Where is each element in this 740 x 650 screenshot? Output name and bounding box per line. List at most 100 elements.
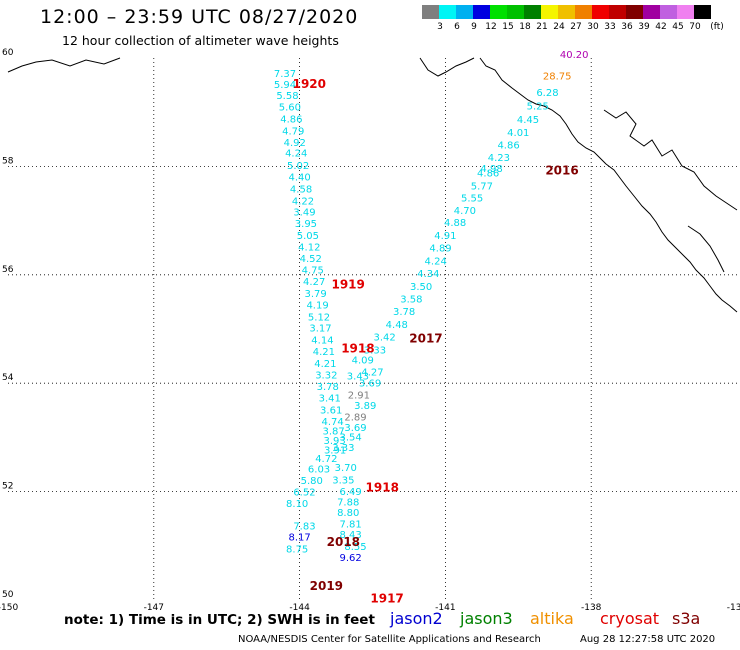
coastline-island bbox=[687, 225, 725, 273]
wave-height-label: 3.95 bbox=[295, 219, 317, 230]
x-tick-label: -150 bbox=[0, 603, 18, 613]
wave-height-label: 3.32 bbox=[315, 370, 337, 381]
wave-height-label: 4.12 bbox=[298, 242, 320, 253]
wave-height-label: 5.12 bbox=[308, 312, 330, 323]
scale-swatch bbox=[422, 5, 439, 19]
scale-label: 39 bbox=[638, 22, 650, 32]
wave-height-label: 3.42 bbox=[374, 332, 396, 343]
wave-height-label: 4.92 bbox=[284, 138, 306, 149]
scale-label: 21 bbox=[536, 22, 548, 32]
wave-height-label: 5.58 bbox=[276, 91, 298, 102]
orbit-label: 2018 bbox=[327, 535, 360, 549]
wave-height-label: 4.86 bbox=[280, 114, 302, 125]
wave-height-label: 5.05 bbox=[297, 231, 319, 242]
y-tick-label: 56 bbox=[2, 265, 14, 275]
wave-height-label: 4.75 bbox=[302, 266, 324, 277]
x-tick-label: -144 bbox=[289, 603, 310, 613]
wave-height-label: 5.60 bbox=[279, 103, 301, 114]
scale-label: 24 bbox=[553, 22, 565, 32]
wave-height-label: 3.78 bbox=[317, 382, 339, 393]
coastline-archipelago bbox=[603, 109, 738, 211]
coastline-north bbox=[419, 57, 475, 77]
wave-height-label: 5.02 bbox=[287, 161, 309, 172]
wave-height-label: 4.01 bbox=[507, 128, 529, 139]
wave-height-label: 3.49 bbox=[293, 208, 315, 219]
wave-height-label: 4.23 bbox=[488, 153, 510, 164]
y-tick-label: 60 bbox=[2, 48, 14, 58]
wave-height-label: 4.24 bbox=[285, 149, 307, 160]
scale-swatch bbox=[592, 5, 609, 19]
wave-height-label: 4.45 bbox=[517, 115, 539, 126]
x-tick-label: -135 bbox=[727, 603, 740, 613]
scale-label: 70 bbox=[689, 22, 701, 32]
wave-height-label: 4.34 bbox=[417, 269, 439, 280]
wave-height-label: 8.10 bbox=[286, 499, 308, 510]
wave-height-label: 3.33 bbox=[364, 345, 386, 356]
legend-cryosat: cryosat bbox=[600, 609, 660, 628]
scale-swatch bbox=[490, 5, 507, 19]
orbit-label: 1919 bbox=[331, 277, 364, 291]
legend-altika: altika bbox=[530, 609, 574, 628]
wave-height-label: 4.14 bbox=[311, 336, 333, 347]
wave-height-label: 4.40 bbox=[288, 172, 310, 183]
wave-height-label: 4.48 bbox=[386, 320, 408, 331]
wave-height-label: 2.89 bbox=[344, 413, 366, 424]
x-tick-label: -147 bbox=[144, 603, 164, 613]
legend-jason2: jason2 bbox=[390, 609, 443, 628]
scale-swatch bbox=[456, 5, 473, 19]
wave-height-label: 3.87 bbox=[322, 427, 344, 438]
scale-swatch bbox=[677, 5, 694, 19]
wave-height-label: 3.35 bbox=[332, 475, 354, 486]
wave-height-label: 8.55 bbox=[344, 542, 366, 553]
x-tick-label: -141 bbox=[435, 603, 455, 613]
timestamp-text: Aug 28 12:27:58 UTC 2020 bbox=[580, 634, 716, 645]
wave-height-label: 3.93 bbox=[323, 436, 345, 447]
wave-height-label: 4.58 bbox=[290, 184, 312, 195]
orbit-label: 1920 bbox=[293, 77, 326, 91]
wave-height-label: 4.89 bbox=[429, 243, 451, 254]
wave-height-label: 4.21 bbox=[314, 359, 336, 370]
wave-height-label: 2.91 bbox=[348, 390, 370, 401]
wave-height-label: 4.22 bbox=[292, 196, 314, 207]
scale-unit: (ft) bbox=[710, 22, 724, 32]
scale-label: 42 bbox=[655, 22, 667, 32]
map-title: 12:00 – 23:59 UTC 08/27/2020 bbox=[40, 6, 359, 28]
orbit-label: 1918 bbox=[341, 341, 374, 355]
scale-swatch bbox=[541, 5, 558, 19]
wave-height-label: 7.37 bbox=[274, 69, 296, 80]
scale-label: 15 bbox=[502, 22, 514, 32]
wave-height-label: 4.24 bbox=[425, 257, 447, 268]
wave-height-label: 3.69 bbox=[359, 378, 381, 389]
legend-s3a: s3a bbox=[672, 609, 701, 628]
scale-swatch bbox=[694, 5, 711, 19]
wave-height-label: 3.54 bbox=[339, 433, 361, 444]
scale-swatch bbox=[626, 5, 643, 19]
wave-height-label: 4.70 bbox=[454, 206, 476, 217]
scale-swatch bbox=[507, 5, 524, 19]
wave-height-label: 3.41 bbox=[319, 394, 341, 405]
wave-height-label: 6.28 bbox=[536, 88, 558, 99]
y-tick-label: 54 bbox=[2, 373, 14, 383]
wave-height-label: 4.91 bbox=[434, 231, 456, 242]
wave-height-label: 3.50 bbox=[410, 282, 432, 293]
wave-height-label: 4.27 bbox=[361, 368, 383, 379]
wave-height-label: 3.70 bbox=[335, 463, 357, 474]
wave-height-label: 8.75 bbox=[286, 544, 308, 555]
wave-height-label: 3.79 bbox=[305, 289, 327, 300]
scale-swatch bbox=[575, 5, 592, 19]
scale-label: 33 bbox=[604, 22, 616, 32]
wave-height-label: 7.88 bbox=[337, 498, 359, 509]
wave-height-label: 6.03 bbox=[308, 465, 330, 476]
wave-height-label: 3.61 bbox=[320, 406, 342, 417]
scale-swatch bbox=[439, 5, 456, 19]
wave-height-label: 4.86 bbox=[477, 169, 499, 180]
orbit-label: 1918 bbox=[366, 481, 399, 495]
wave-height-label: 4.21 bbox=[313, 347, 335, 358]
scale-label: 6 bbox=[454, 22, 460, 32]
wave-height-label: 28.75 bbox=[543, 72, 572, 83]
scale-label: 30 bbox=[587, 22, 599, 32]
wave-height-label: 5.25 bbox=[527, 101, 549, 112]
wave-height-label: 3.89 bbox=[354, 401, 376, 412]
coastline-west bbox=[7, 57, 121, 73]
